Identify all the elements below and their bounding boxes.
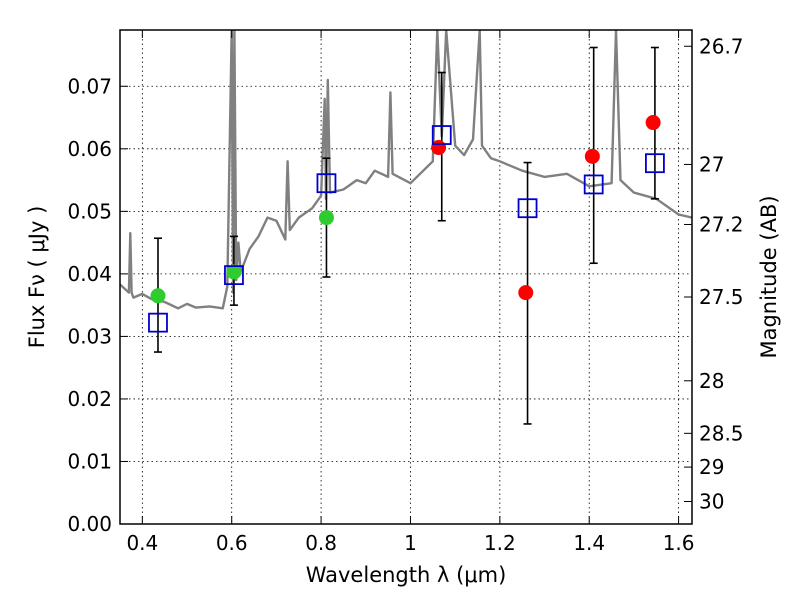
x-tick-label: 1.2	[484, 531, 516, 555]
red-data-point	[645, 115, 661, 131]
right-axis-label: Magnitude (AB)	[757, 195, 781, 358]
y-tick-label: 0.03	[67, 324, 112, 348]
right-tick-label: 26.7	[699, 34, 744, 58]
right-tick-label: 30	[699, 489, 724, 513]
spectrum-line	[120, 30, 692, 310]
x-axis-label: Wavelength λ (μm)	[306, 563, 507, 587]
gridlines	[120, 30, 692, 524]
x-axis-ticks: 0.4 0.6 0.8 1 1.2 1.4 1.6	[126, 30, 695, 555]
right-tick-label: 28	[699, 369, 724, 393]
red-data-point	[584, 148, 600, 164]
green-data-point	[226, 264, 242, 280]
x-tick-label: 0.6	[216, 531, 248, 555]
y-tick-label: 0.07	[67, 74, 112, 98]
right-tick-label: 27	[699, 152, 724, 176]
red-data-point	[518, 285, 534, 301]
model-box-marker	[224, 265, 244, 286]
right-tick-label: 27.2	[699, 212, 744, 236]
right-axis-ticks: 26.7 27 27.2 27.5 28 28.5 29 30	[684, 34, 744, 513]
plot-area	[120, 30, 692, 425]
y-tick-label: 0.06	[67, 137, 112, 161]
model-box-marker	[316, 173, 337, 194]
model-box-marker	[148, 312, 168, 333]
model-box-marker	[583, 174, 604, 195]
y-axis-label: Flux Fν ( μJy )	[25, 206, 49, 349]
model-box-marker	[431, 125, 452, 145]
right-tick-label: 27.5	[699, 285, 744, 309]
green-data-point	[318, 210, 334, 226]
y-tick-label: 0.02	[67, 387, 112, 411]
right-tick-label: 28.5	[699, 421, 744, 445]
x-tick-label: 1.4	[573, 531, 605, 555]
y-tick-label: 0.05	[67, 199, 112, 223]
green-data-point	[150, 288, 166, 304]
x-tick-label: 1	[404, 531, 417, 555]
x-tick-label: 0.4	[126, 531, 158, 555]
model-box-marker	[517, 198, 538, 219]
x-tick-label: 0.8	[305, 531, 337, 555]
x-tick-label: 1.6	[663, 531, 695, 555]
y-tick-label: 0.01	[67, 449, 112, 473]
y-tick-label: 0.00	[67, 512, 112, 536]
plot-frame	[119, 29, 693, 525]
y-tick-label: 0.04	[67, 262, 112, 286]
right-tick-label: 29	[699, 455, 724, 479]
model-box-marker	[645, 153, 665, 174]
y-axis-ticks: 0.00 0.01 0.02 0.03 0.04 0.05 0.06 0.07	[67, 74, 128, 536]
